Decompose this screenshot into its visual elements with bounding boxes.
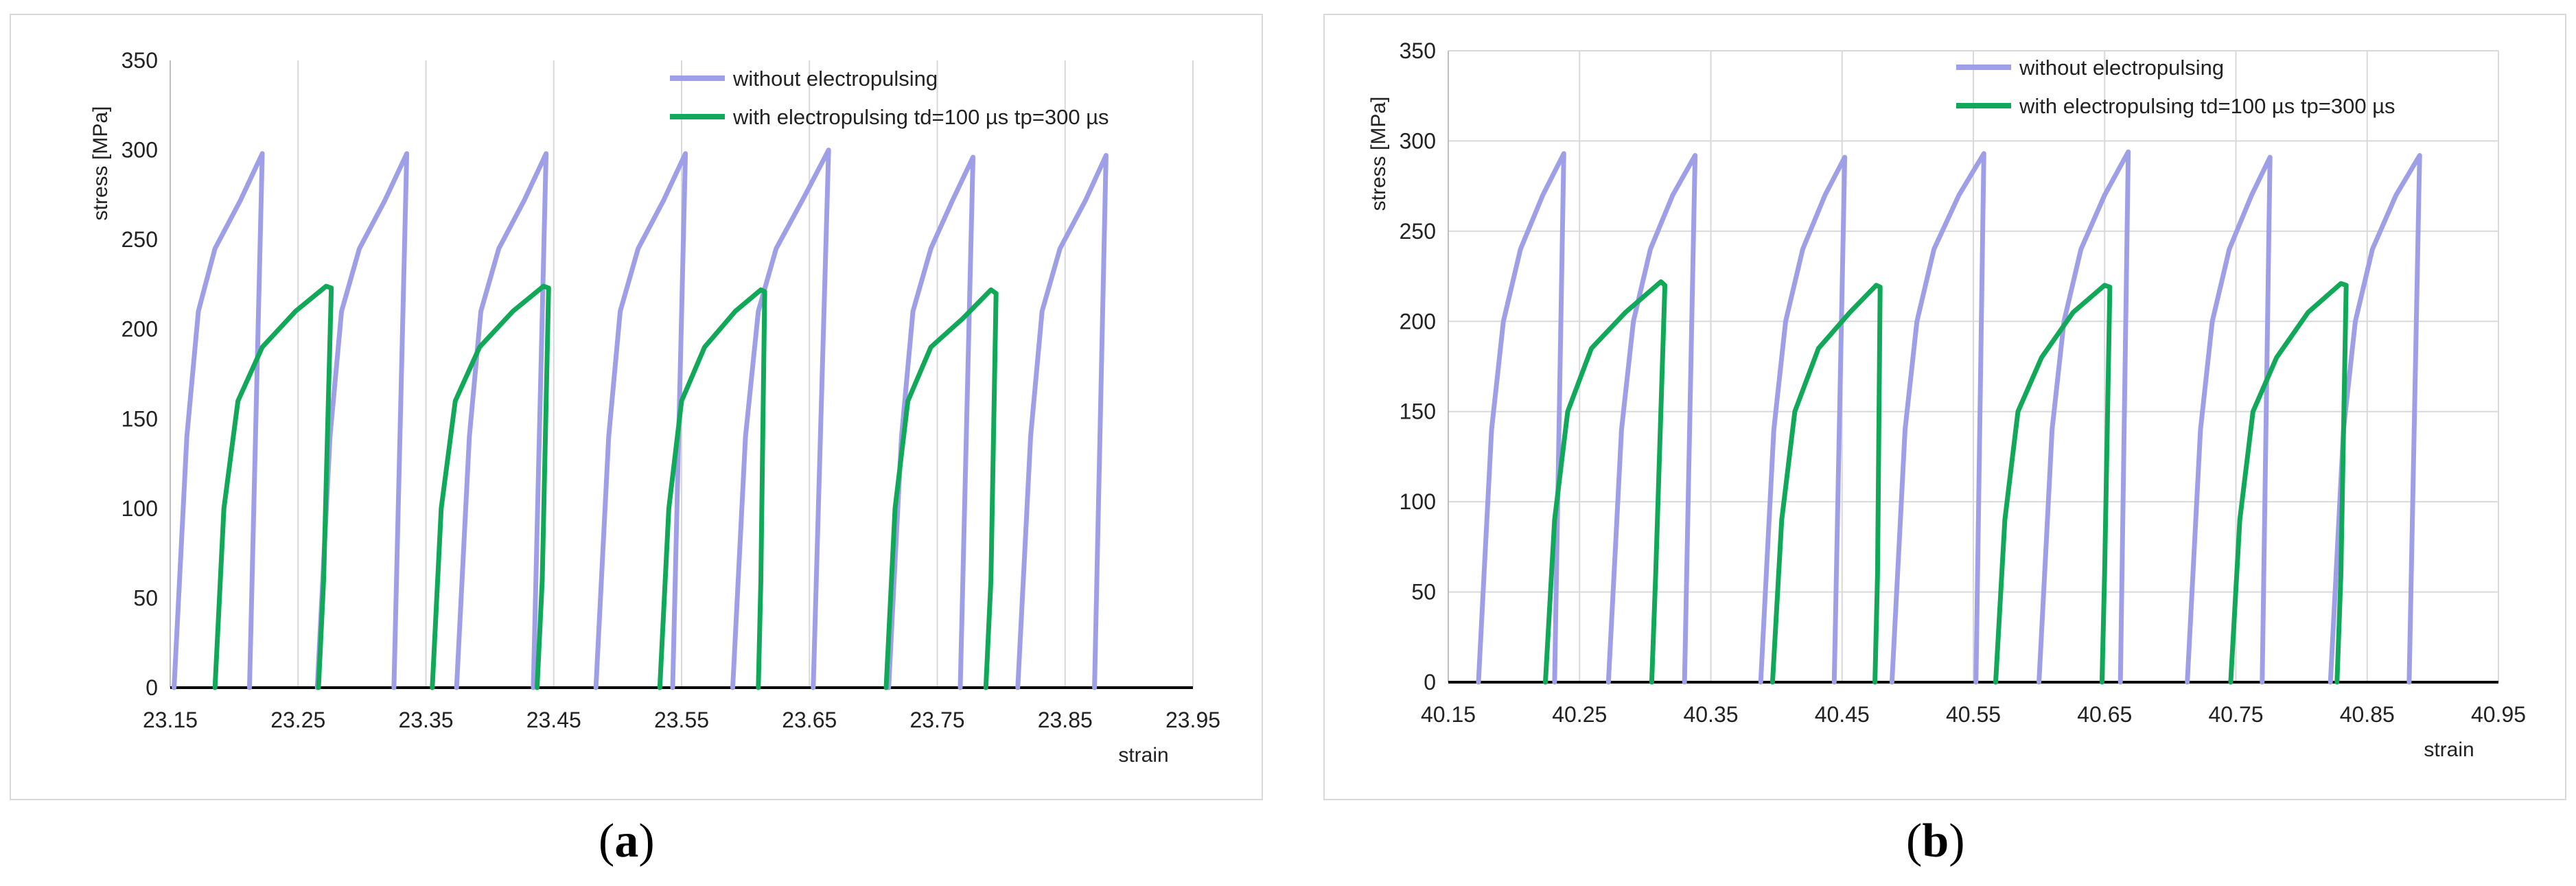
caption-a: (a) [599, 815, 655, 867]
load-cycle-line [2328, 153, 2422, 685]
x-tick-label: 23.65 [782, 708, 837, 732]
x-tick-label: 23.45 [526, 708, 581, 732]
load-cycle-line [430, 283, 551, 690]
x-tick-label: 40.55 [1946, 702, 2001, 727]
y-tick-label: 250 [121, 227, 158, 252]
y-tick-label: 200 [121, 317, 158, 342]
load-cycle-line [657, 287, 767, 690]
legend-label: with electropulsing td=100 µs tp=300 µs [2019, 94, 2395, 118]
load-cycle-line [1605, 153, 1698, 685]
y-tick-label: 50 [1411, 580, 1436, 605]
x-tick-label: 23.75 [909, 708, 964, 732]
x-axis-label: strain [1118, 744, 1168, 767]
legend-label: without electropulsing [2019, 56, 2224, 80]
load-cycle-line [2228, 281, 2349, 685]
load-cycle-line [1993, 283, 2113, 685]
load-cycle-line [886, 154, 976, 690]
x-tick-label: 40.25 [1552, 702, 1607, 727]
x-tick-label: 40.45 [1815, 702, 1870, 727]
load-cycle-line [172, 151, 265, 690]
chart-panel-b: 0 50 100 150 200 250 300 350 40.15 40.25 40.35 40.4… [1323, 14, 2566, 800]
load-cycle-line [593, 151, 688, 690]
series-without-electropulsing [172, 148, 1109, 690]
load-cycle-line [883, 287, 999, 690]
y-tick-label: 300 [121, 138, 158, 163]
x-tick-label: 23.15 [143, 708, 198, 732]
y-tick-label: 350 [1400, 38, 1436, 63]
load-cycle-line [1543, 279, 1668, 685]
x-tick-label: 23.85 [1038, 708, 1093, 732]
y-tick-label: 300 [1400, 128, 1436, 153]
chart-b: 0 50 100 150 200 250 300 350 40.15 40.25 40.35 40.4… [1367, 38, 2526, 761]
load-cycle-line [1015, 152, 1109, 690]
y-tick-label: 250 [1400, 219, 1436, 244]
chart-a: 0 50 100 150 200 250 300 350 23.15 23.25 23.35 23.4… [89, 48, 1220, 767]
series-with-electropulsing [212, 283, 999, 690]
series-with-electropulsing [1543, 279, 2349, 685]
load-cycle-line [1758, 154, 1848, 685]
x-tick-label: 40.85 [2340, 702, 2395, 727]
load-cycle-line [1476, 151, 1566, 685]
load-cycle-line [730, 148, 831, 690]
y-tick-label: 150 [1400, 399, 1436, 424]
series-without-electropulsing [1476, 149, 2422, 685]
x-tick-label: 23.25 [270, 708, 325, 732]
chart-panel-a: 0 50 100 150 200 250 300 350 23.15 23.25 23.35 23.4… [10, 14, 1263, 800]
x-tick-label: 23.35 [398, 708, 453, 732]
x-tick-label: 23.95 [1165, 708, 1220, 732]
load-cycle-line [1769, 283, 1883, 685]
caption-b: (b) [1906, 815, 1965, 867]
legend-label: with electropulsing td=100 µs tp=300 µs [732, 105, 1109, 129]
load-cycle-line [314, 151, 410, 690]
x-tick-label: 40.15 [1421, 702, 1476, 727]
load-cycle-line [454, 151, 549, 690]
y-axis-label: stress [MPa] [89, 106, 112, 221]
x-tick-label: 23.55 [654, 708, 709, 732]
y-tick-label: 150 [121, 406, 158, 431]
load-cycle-line [1889, 151, 1986, 685]
y-axis-label: stress [MPa] [1367, 97, 1390, 211]
x-tick-label: 40.95 [2471, 702, 2526, 727]
y-tick-label: 100 [1400, 489, 1436, 514]
load-cycle-line [2037, 149, 2131, 685]
y-tick-label: 100 [121, 496, 158, 521]
x-tick-label: 40.65 [2077, 702, 2132, 727]
y-tick-label: 350 [121, 48, 158, 73]
x-axis-label: strain [2424, 738, 2474, 761]
x-tick-label: 40.75 [2208, 702, 2263, 727]
y-tick-label: 200 [1400, 309, 1436, 334]
load-cycle-line [212, 283, 334, 690]
load-cycle-line [2185, 154, 2273, 685]
y-tick-label: 0 [1424, 670, 1436, 695]
legend-label: without electropulsing [732, 67, 938, 91]
x-tick-label: 40.35 [1683, 702, 1738, 727]
y-tick-label: 50 [133, 585, 158, 610]
y-tick-label: 0 [146, 675, 158, 700]
